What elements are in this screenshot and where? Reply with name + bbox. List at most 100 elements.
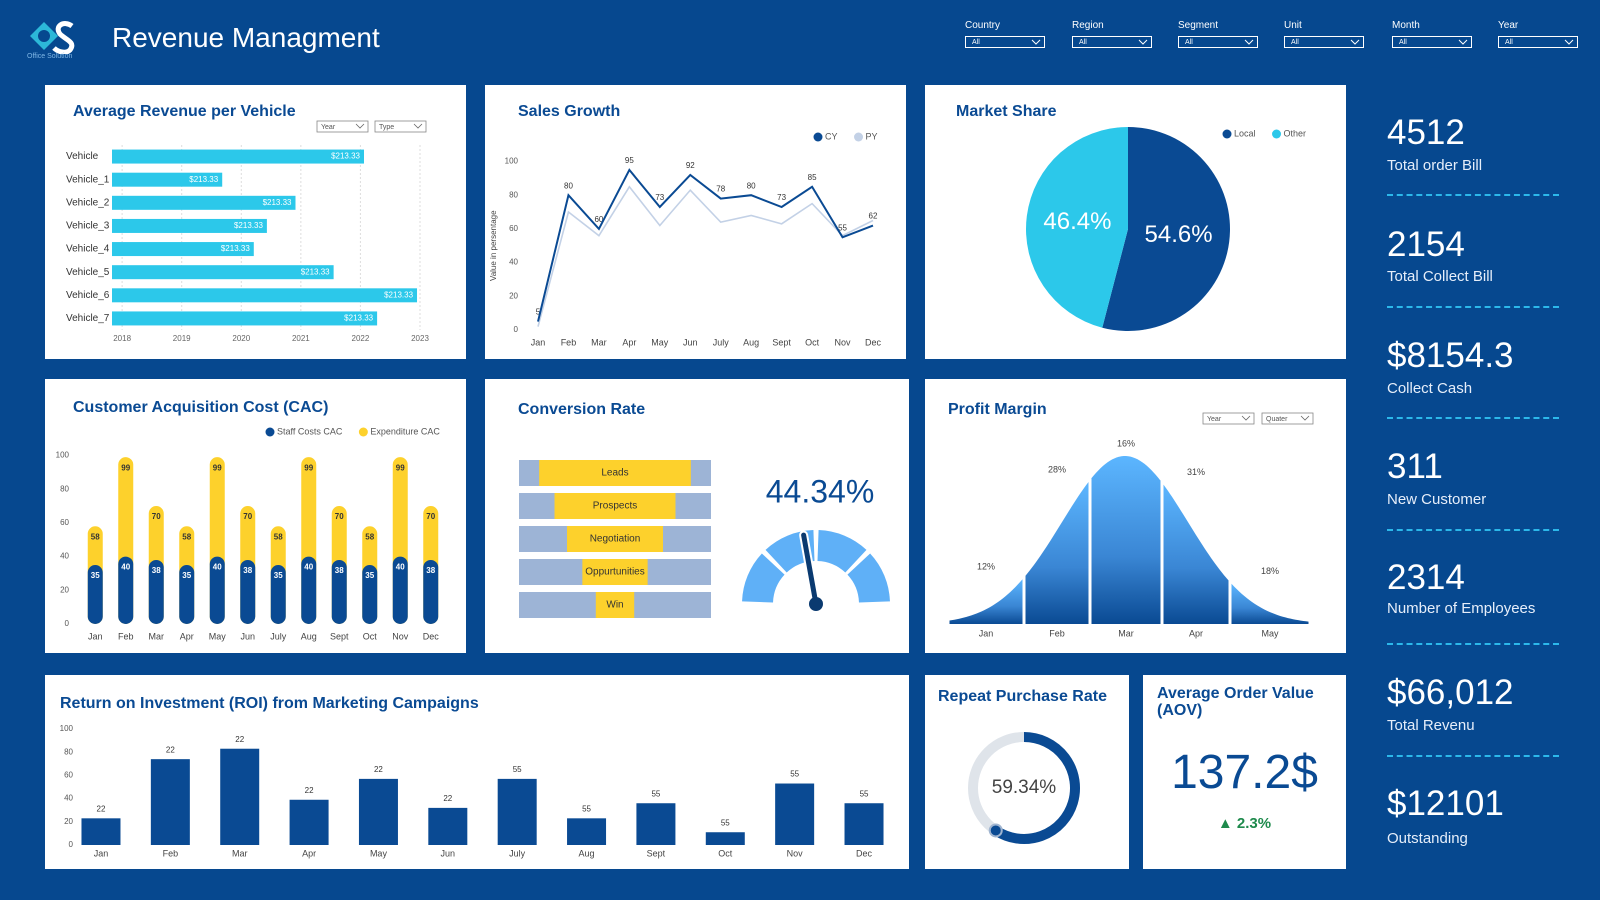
slice-label: 31%	[1187, 467, 1205, 477]
y-tick-label: 80	[60, 484, 69, 493]
data-label: 70	[152, 512, 161, 521]
bar	[209, 556, 225, 624]
filter-label: Country	[965, 20, 1001, 31]
x-tick-label: Aug	[301, 631, 317, 641]
slice-label: 12%	[977, 562, 995, 572]
bar-label: 55	[860, 789, 869, 798]
category-label: Vehicle	[66, 151, 99, 162]
data-label: 35	[182, 571, 191, 580]
chevron	[1458, 39, 1468, 45]
bar	[844, 803, 884, 845]
logo-text: Office Solution	[27, 53, 73, 60]
panel: 54.6% 46.4% Local Other Market Share	[925, 85, 1346, 359]
data-label: 99	[396, 463, 405, 472]
x-tick-label: Sept	[647, 848, 666, 858]
kpi-value: 4512	[1387, 113, 1465, 152]
kpi-value: $66,012	[1387, 673, 1514, 712]
legend-label: Local	[1234, 128, 1256, 138]
filter-dropdown[interactable]: All	[965, 36, 1045, 48]
legend-marker	[1222, 129, 1232, 139]
data-label: 99	[304, 463, 313, 472]
x-tick-label: Jan	[531, 337, 546, 347]
filter-value: All	[1399, 39, 1407, 46]
filter-value: All	[972, 39, 980, 46]
bar-label: 22	[97, 804, 106, 813]
filter-dropdown[interactable]: All	[1178, 36, 1258, 48]
data-label: 35	[91, 571, 100, 580]
bar	[87, 565, 103, 624]
x-tick-label: 2022	[352, 334, 370, 343]
y-tick-label: 40	[60, 552, 69, 561]
dropdown-label: Year	[1207, 416, 1222, 423]
y-tick-label: 100	[60, 724, 74, 733]
legend-marker	[854, 132, 864, 142]
kpi-value: 311	[1387, 447, 1443, 486]
x-tick-label: Oct	[718, 848, 733, 858]
chevron-line	[1564, 39, 1574, 45]
chevron	[1350, 39, 1360, 45]
funnel-bar	[554, 493, 676, 519]
page-title: Revenue Managment	[112, 22, 380, 53]
bar	[289, 799, 329, 845]
bar	[705, 832, 745, 845]
legend-marker	[358, 427, 368, 437]
bar	[497, 778, 537, 845]
filter-dropdown[interactable]: All	[1392, 36, 1472, 48]
filter-label: Year	[1498, 20, 1519, 31]
panel: 0 20 40 60 80 100 Value in persentage Jan Feb Mar…	[485, 85, 906, 359]
bell-slice	[1025, 481, 1089, 624]
x-tick-label: Mar	[149, 631, 165, 641]
kpi-value: $8154.3	[1387, 336, 1514, 375]
x-tick-label: Feb	[118, 631, 134, 641]
data-label: 38	[243, 566, 252, 575]
data-label: 95	[625, 156, 634, 165]
filter-dropdown[interactable]: All	[1072, 36, 1152, 48]
y-tick-label: 0	[69, 840, 74, 849]
bar	[775, 783, 815, 845]
bar-label: $213.33	[331, 152, 360, 161]
chevron	[1241, 415, 1251, 421]
x-tick-label: Nov	[787, 848, 804, 858]
bar	[358, 778, 398, 845]
x-tick-label: May	[370, 848, 388, 858]
dropdown[interactable]	[374, 120, 427, 133]
bar-label: 55	[651, 789, 660, 798]
panel-title: Return on Investment (ROI) from Marketin…	[60, 695, 479, 712]
legend-marker	[265, 427, 275, 437]
kpi-divider	[1387, 643, 1559, 645]
y-tick-label: 40	[509, 258, 518, 267]
dropdown[interactable]	[1202, 412, 1255, 425]
donut-arc	[992, 732, 1080, 844]
bar	[179, 565, 195, 624]
filter-value: All	[1505, 39, 1513, 46]
dropdown[interactable]	[1261, 412, 1314, 425]
funnel-label: Prospects	[593, 501, 637, 512]
x-tick-label: Aug	[579, 848, 595, 858]
chevron-line	[1350, 39, 1360, 45]
y-tick-label: 60	[64, 771, 73, 780]
bar	[150, 759, 190, 845]
slice-label: 16%	[1117, 438, 1135, 448]
filter-dropdown[interactable]: All	[1498, 36, 1578, 48]
chevron	[355, 123, 365, 129]
data-label: 40	[304, 563, 313, 572]
data-label: 40	[121, 563, 130, 572]
dropdown[interactable]	[316, 120, 369, 133]
y-tick-label: 0	[65, 619, 70, 628]
aov-change: ▲ 2.3%	[1217, 815, 1272, 832]
bar-label: 55	[721, 818, 730, 827]
chevron	[1244, 39, 1254, 45]
data-label: 78	[716, 185, 725, 194]
x-tick-label: Dec	[423, 631, 440, 641]
chevron-line	[1244, 39, 1254, 45]
panel-title: Average Revenue per Vehicle	[73, 103, 296, 120]
x-tick-label: Apr	[1189, 628, 1203, 638]
filter-dropdown[interactable]: All	[1284, 36, 1364, 48]
x-tick-label: Sept	[772, 337, 791, 347]
kpi-label: Total Revenu	[1387, 717, 1475, 734]
data-label: 99	[213, 463, 222, 472]
x-tick-label: Feb	[1049, 628, 1065, 638]
slice-label: 18%	[1261, 566, 1279, 576]
data-label: 38	[152, 566, 161, 575]
